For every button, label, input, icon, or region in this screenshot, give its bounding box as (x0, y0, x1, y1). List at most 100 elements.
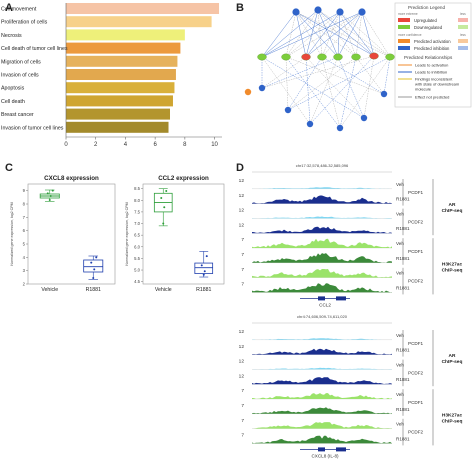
network-edge (305, 56, 311, 125)
gene-name: CCL2 (319, 302, 331, 307)
legend-r2: Leads to inhibition (415, 70, 447, 75)
track-scale-3: 12 (239, 222, 245, 228)
y-axis-label: Normalized gene expression, log2 CPM (10, 202, 14, 265)
track-condition-1: R1881 (396, 348, 410, 353)
signal-track-7 (252, 283, 392, 293)
group-label-0: PCDF1 (408, 341, 424, 346)
data-point (92, 277, 95, 279)
network-edge (285, 56, 341, 129)
group-label-0: PCDF1 (408, 190, 424, 195)
y-tick-label-2: 5.5 (134, 256, 140, 261)
network-edge (261, 11, 363, 58)
network-edge (339, 11, 391, 58)
group-label-3: PCDF2 (408, 430, 424, 435)
data-point (163, 206, 166, 209)
plot-frame (142, 183, 225, 285)
group-label-1: PCDF2 (408, 370, 424, 375)
track-scale-7: 7 (241, 282, 244, 288)
track-condition-5: R1881 (396, 256, 410, 261)
bar-label-7: Cell death (1, 99, 25, 105)
data-point (51, 189, 54, 192)
network-node-bottom-3 (336, 124, 344, 132)
network-edge (305, 11, 363, 58)
track-condition-0: Veh (396, 333, 404, 338)
network-edge (287, 56, 323, 111)
y-tick-label-1: 5.0 (134, 268, 140, 273)
track-scale-2: 12 (239, 359, 245, 365)
assay-name-1: H3K27ac (442, 412, 463, 418)
network-edge (337, 11, 341, 58)
y-tick-label-4: 6 (23, 228, 26, 233)
legend-act-swatch (398, 39, 410, 43)
network-edge (285, 11, 363, 58)
network-edge (321, 56, 341, 129)
y-tick-label-7: 9 (23, 188, 26, 193)
network-edge (261, 9, 319, 58)
y-tick-label-3: 6.0 (134, 244, 140, 249)
y-tick-label-7: 8.0 (134, 198, 140, 203)
network-edge (285, 11, 297, 58)
network-edge (321, 56, 385, 95)
bar-5 (66, 69, 176, 80)
track-scale-1: 12 (239, 193, 245, 199)
network-node-top-3 (358, 8, 366, 16)
signal-track-3 (252, 226, 392, 234)
prediction-legend: Prediction Legend more extreme less Upre… (394, 2, 472, 108)
data-point (90, 261, 93, 264)
network-edge (317, 9, 357, 58)
network-edge (339, 56, 357, 129)
track-condition-5: R1881 (396, 407, 410, 412)
track-scale-5: 7 (241, 252, 244, 258)
y-tick-label-0: 2 (23, 282, 26, 287)
data-point (46, 192, 49, 195)
box-0 (153, 192, 173, 213)
signal-track-0 (252, 187, 392, 189)
data-point (49, 195, 52, 197)
track-condition-0: Veh (396, 182, 404, 187)
network-edge (317, 9, 323, 58)
bar-7 (66, 95, 173, 107)
bar-1 (66, 16, 212, 28)
panel-letter-a: A (5, 2, 13, 14)
legend-sub1: more extreme (398, 12, 418, 16)
legend-title: Prediction Legend (408, 5, 445, 10)
x-tick-label-5: 10 (211, 142, 218, 148)
gene-exon (336, 296, 346, 301)
group-label-2: PCDF1 (408, 249, 424, 254)
panel-letter-d: D (236, 162, 244, 174)
data-point (162, 222, 165, 225)
network-edge (309, 55, 375, 125)
y-tick-label-1: 3 (23, 268, 26, 273)
x-category-label-1: R1881 (196, 287, 211, 293)
bar-label-5: Invasion of cells (1, 72, 39, 78)
signal-track-4 (252, 238, 392, 248)
gene-name: CXCL8 (IL-8) (311, 453, 339, 458)
network-edge (321, 11, 341, 58)
track-condition-6: Veh (396, 271, 404, 276)
signal-track-6 (252, 422, 392, 429)
track-scale-4: 7 (241, 237, 244, 243)
network-edge (305, 11, 341, 58)
assay-name-0: AR (449, 202, 456, 208)
legend-sub2: more confidence (398, 33, 422, 37)
network-edge (361, 11, 375, 57)
bar-label-1: Proliferation of cells (1, 20, 48, 26)
signal-track-0 (252, 338, 392, 340)
network-edge (261, 11, 341, 58)
signal-track-1 (252, 348, 392, 355)
network-node-top-0 (292, 8, 300, 16)
bar-4 (66, 55, 178, 67)
network-edge (261, 56, 311, 125)
y-tick-label-5: 7.0 (134, 221, 140, 226)
network-edge (261, 55, 375, 89)
y-tick-label-5: 7 (23, 215, 26, 220)
data-point (202, 273, 205, 276)
network-edge (295, 11, 391, 58)
network-edge (361, 11, 391, 58)
legend-sub1r: less (460, 12, 466, 16)
data-point (95, 256, 98, 259)
track-condition-3: R1881 (396, 226, 410, 231)
track-condition-1: R1881 (396, 197, 410, 202)
track-scale-3: 12 (239, 373, 245, 379)
